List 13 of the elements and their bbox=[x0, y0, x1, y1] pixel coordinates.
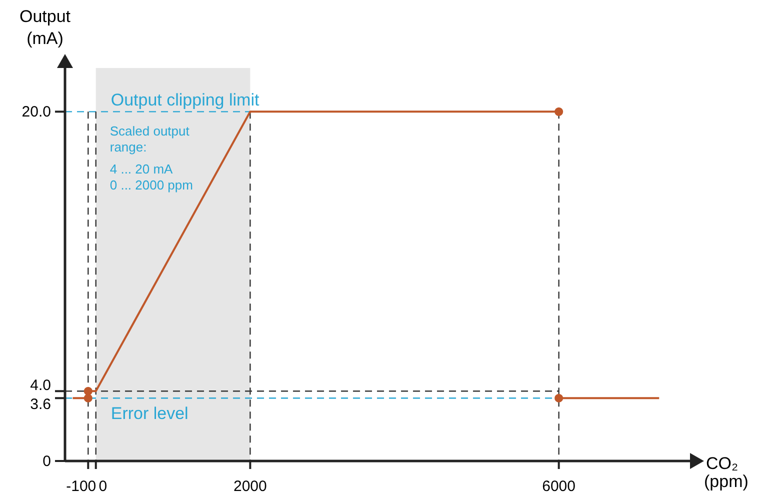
x-tick-label: 6000 bbox=[542, 478, 576, 495]
y-tick-label: 4.0 bbox=[30, 377, 51, 394]
y-tick-label: 3.6 bbox=[30, 396, 51, 414]
y-tick-label: 0 bbox=[42, 453, 51, 470]
y-axis-title: Output (mA) bbox=[19, 7, 71, 48]
ref-line-label: Output clipping limit bbox=[110, 90, 260, 110]
x-tick-label: -100 bbox=[66, 478, 96, 495]
x-axis-title: CO₂ (ppm) bbox=[704, 454, 748, 491]
x-tick-label: 2000 bbox=[234, 478, 267, 495]
ref-line-label: Error level bbox=[110, 404, 188, 424]
band-label: Scaled output range: 4 ... 20 mA 0 ... 2000 ppm bbox=[110, 124, 193, 193]
x-tick-label: 0 bbox=[98, 478, 108, 495]
y-tick-label: 20.0 bbox=[22, 104, 51, 121]
